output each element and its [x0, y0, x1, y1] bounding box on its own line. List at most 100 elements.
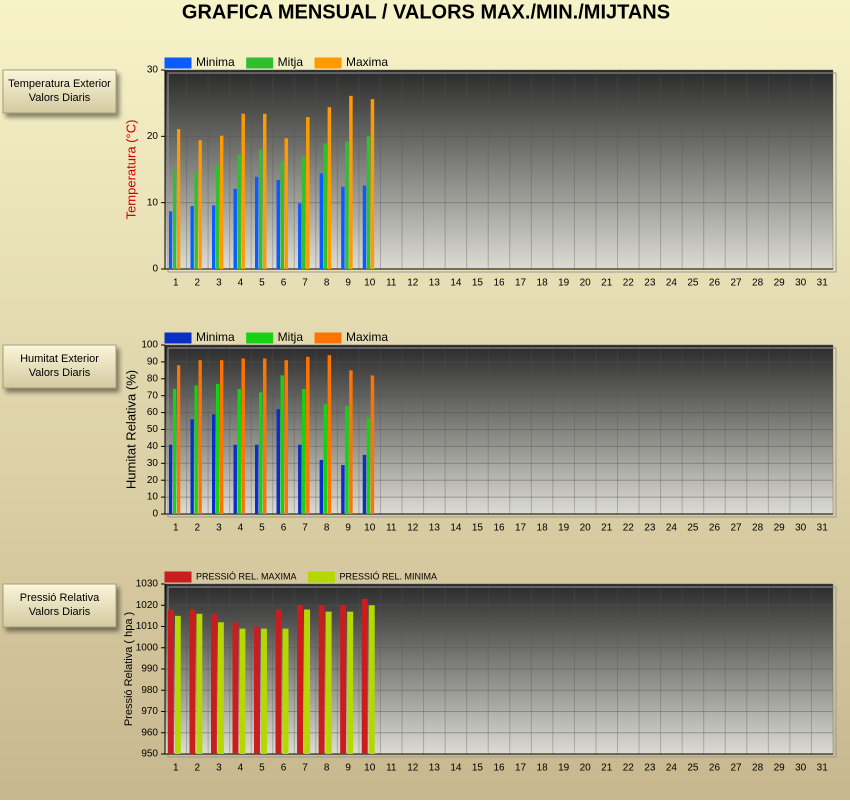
- x-tick-label: 3: [216, 278, 222, 289]
- x-tick-label: 12: [407, 763, 419, 774]
- x-tick-label: 6: [281, 763, 287, 774]
- bar: [172, 169, 177, 269]
- legend-swatch: [164, 57, 192, 69]
- x-tick-label: 31: [817, 523, 829, 534]
- y-tick-label: 40: [147, 441, 159, 452]
- x-tick-label: 2: [195, 278, 201, 289]
- x-tick-label: 15: [472, 523, 484, 534]
- y-tick-label: 990: [141, 664, 158, 675]
- bar: [304, 609, 311, 754]
- x-tick-label: 25: [687, 763, 699, 774]
- x-tick-label: 8: [324, 763, 330, 774]
- bar: [347, 611, 354, 754]
- bar: [284, 138, 289, 269]
- bar: [280, 375, 285, 514]
- y-tick-label: 100: [141, 340, 158, 351]
- x-tick-label: 25: [687, 523, 699, 534]
- x-tick-label: 29: [774, 763, 786, 774]
- y-axis-label: Humitat Relativa (%): [123, 370, 138, 489]
- bar: [340, 605, 347, 754]
- legend-swatch: [246, 332, 274, 344]
- plot-shadow: [167, 72, 837, 273]
- bar: [366, 136, 371, 269]
- x-tick-label: 16: [493, 278, 505, 289]
- bar: [233, 188, 237, 269]
- bar: [239, 628, 246, 754]
- bar: [190, 205, 194, 269]
- bar: [168, 211, 173, 269]
- nav-button[interactable]: [2, 583, 117, 628]
- legend-label: Mitja: [278, 55, 304, 69]
- bar: [262, 113, 267, 269]
- bar: [319, 459, 324, 514]
- bar: [211, 414, 216, 514]
- nav-button[interactable]: [2, 69, 117, 114]
- bar: [302, 156, 306, 269]
- bar: [282, 628, 289, 754]
- bar: [262, 358, 267, 514]
- bar: [370, 99, 375, 269]
- x-tick-label: 4: [238, 763, 244, 774]
- bar: [176, 365, 181, 514]
- bar: [241, 113, 245, 269]
- x-tick-label: 3: [216, 763, 222, 774]
- bar: [258, 149, 263, 269]
- x-tick-label: 20: [580, 763, 592, 774]
- bar: [276, 180, 281, 269]
- bar: [319, 173, 324, 269]
- x-tick-label: 25: [687, 278, 699, 289]
- plot-area: [165, 70, 833, 269]
- bar: [176, 129, 181, 269]
- y-tick-label: 20: [147, 475, 159, 486]
- x-tick-label: 26: [709, 523, 721, 534]
- bar: [349, 95, 353, 270]
- x-tick-label: 13: [429, 523, 441, 534]
- bar: [172, 388, 177, 514]
- y-tick-label: 20: [147, 131, 159, 142]
- bar: [345, 141, 349, 269]
- x-tick-label: 2: [195, 523, 201, 534]
- x-tick-label: 28: [752, 278, 764, 289]
- legend-label: Minima: [196, 330, 235, 344]
- bar: [241, 358, 245, 514]
- bar: [190, 419, 194, 514]
- x-tick-label: 17: [515, 523, 527, 534]
- bar: [254, 444, 259, 514]
- legend-label: Mitja: [278, 330, 304, 344]
- x-tick-label: 24: [666, 523, 678, 534]
- x-tick-label: 30: [795, 763, 807, 774]
- bar: [366, 417, 371, 514]
- x-tick-label: 15: [472, 763, 484, 774]
- bar: [260, 628, 267, 754]
- x-tick-label: 23: [644, 763, 656, 774]
- legend-label: PRESSIÓ REL. MAXIMA: [196, 571, 297, 581]
- legend-label: Maxima: [346, 55, 388, 69]
- bar: [217, 622, 224, 754]
- bar: [196, 613, 203, 754]
- legend-label: Maxima: [346, 330, 388, 344]
- button-label: Humitat Exterior: [20, 353, 99, 365]
- bar: [323, 143, 328, 269]
- x-tick-label: 20: [580, 278, 592, 289]
- x-tick-label: 24: [666, 763, 678, 774]
- y-tick-label: 10: [147, 492, 159, 503]
- x-tick-label: 26: [709, 763, 721, 774]
- x-tick-label: 16: [493, 523, 505, 534]
- bar: [210, 613, 217, 754]
- bar: [219, 360, 224, 514]
- bar: [237, 154, 241, 269]
- legend-label: Minima: [196, 55, 235, 69]
- x-tick-label: 29: [774, 523, 786, 534]
- button-label: Pressió Relativa: [20, 592, 100, 604]
- bar: [302, 388, 306, 514]
- x-tick-label: 31: [817, 763, 829, 774]
- x-tick-label: 21: [601, 278, 613, 289]
- x-tick-label: 29: [774, 278, 786, 289]
- bar: [362, 185, 367, 269]
- x-tick-label: 4: [238, 523, 244, 534]
- bar: [189, 609, 196, 754]
- nav-button[interactable]: [2, 344, 117, 389]
- y-tick-label: 90: [147, 357, 159, 368]
